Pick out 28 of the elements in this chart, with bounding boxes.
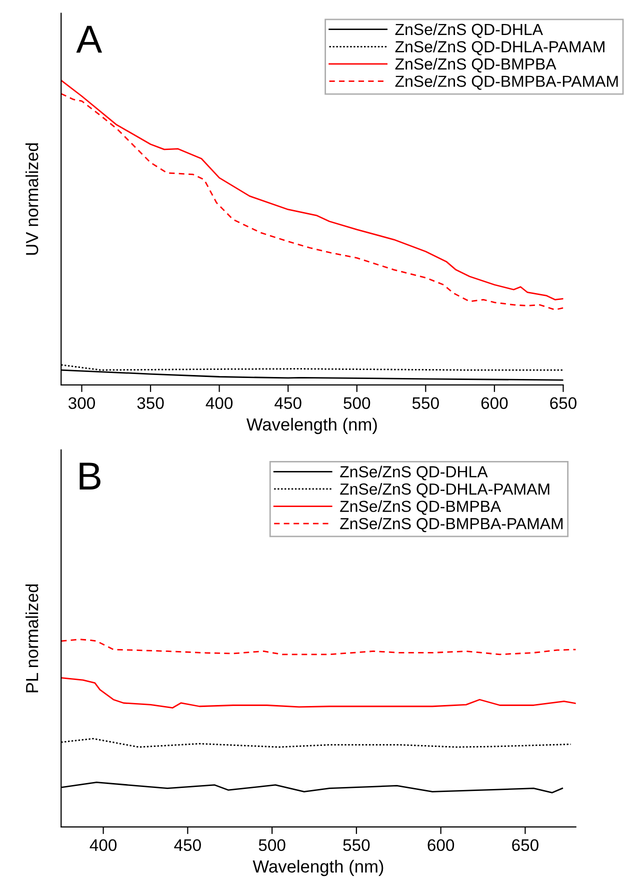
x-tick-label: 600 xyxy=(481,397,508,410)
x-tick-label: 650 xyxy=(550,397,576,410)
y-axis-title: PL normalized xyxy=(25,584,38,692)
x-tick-label: 400 xyxy=(206,397,233,410)
x-axis-title: Wavelength (nm) xyxy=(246,418,377,434)
x-tick-label: 600 xyxy=(428,839,454,852)
x-tick-label: 550 xyxy=(412,397,439,410)
legend-label: ZnSe/ZnS QD-BMPBA xyxy=(395,58,556,73)
x-tick-label: 550 xyxy=(343,839,370,852)
x-tick-label: 400 xyxy=(90,839,117,852)
text: A xyxy=(76,26,102,53)
legend-label: ZnSe/ZnS QD-DHLA-PAMAM xyxy=(395,40,604,56)
legend-label: ZnSe/ZnS QD-DHLA xyxy=(340,466,488,480)
legend-label: ZnSe/ZnS QD-BMPBA-PAMAM xyxy=(395,75,618,90)
legend-label: ZnSe/ZnS QD-BMPBA xyxy=(340,500,502,515)
x-axis-title: Wavelength (nm) xyxy=(252,860,384,876)
legend-label: ZnSe/ZnS QD-DHLA-PAMAM xyxy=(340,482,550,498)
legend-label: ZnSe/ZnS QD-BMPBA-PAMAM xyxy=(340,518,563,532)
x-tick-label: 450 xyxy=(174,839,201,852)
y-axis-title: UV normalized xyxy=(25,143,38,255)
x-tick-label: 450 xyxy=(274,397,302,410)
text: B xyxy=(80,462,100,490)
x-tick-label: 650 xyxy=(512,839,538,852)
x-tick-label: 300 xyxy=(68,397,95,410)
legend-label: ZnSe/ZnS QD-DHLA xyxy=(395,23,543,38)
x-tick-label: 500 xyxy=(258,839,286,852)
x-tick-label: 500 xyxy=(344,397,370,410)
x-tick-label: 350 xyxy=(137,397,164,410)
